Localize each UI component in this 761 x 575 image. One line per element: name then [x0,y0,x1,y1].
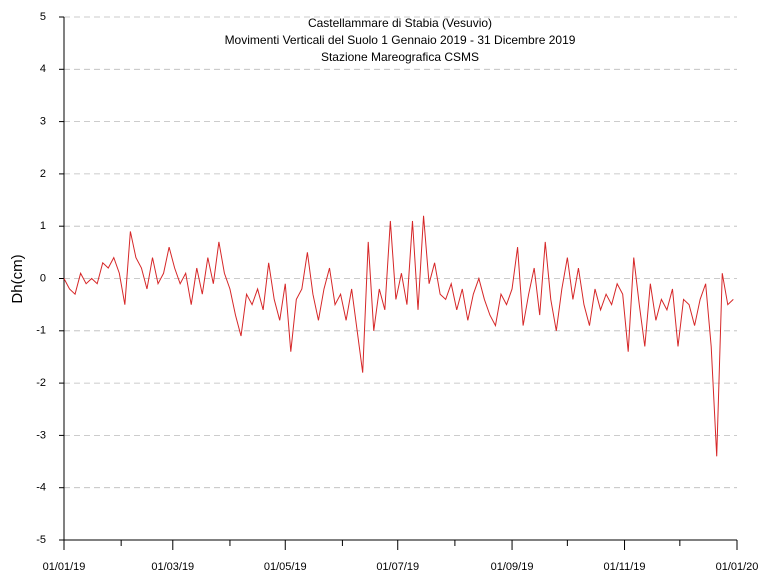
y-tick-label: 2 [40,168,46,180]
y-tick-label: -4 [36,482,46,494]
y-tick-label: -2 [36,377,46,389]
y-tick-label: 3 [40,116,46,128]
y-axis-label: Dh(cm) [9,254,26,303]
x-tick-label: 01/07/19 [376,561,419,573]
y-tick-label: 4 [40,63,46,75]
data-line [63,215,734,457]
x-tick-label: 01/09/19 [491,561,534,573]
x-tick-label: 01/03/19 [151,561,194,573]
x-tick-label: 01/01/20 [716,561,759,573]
chart-title: Stazione Mareografica CSMS [321,50,479,64]
x-tick-label: 01/01/19 [43,561,86,573]
y-tick-label: -5 [36,534,46,546]
y-tick-label: -3 [36,429,46,441]
y-tick-label: 0 [40,272,46,284]
chart-title: Castellammare di Stabia (Vesuvio) [308,16,492,30]
chart-title: Movimenti Verticali del Suolo 1 Gennaio … [225,33,576,47]
x-tick-label: 01/05/19 [264,561,307,573]
y-tick-label: -1 [36,325,46,337]
y-tick-label: 5 [40,11,46,23]
x-tick-label: 01/11/19 [604,561,646,573]
y-tick-label: 1 [40,220,46,232]
